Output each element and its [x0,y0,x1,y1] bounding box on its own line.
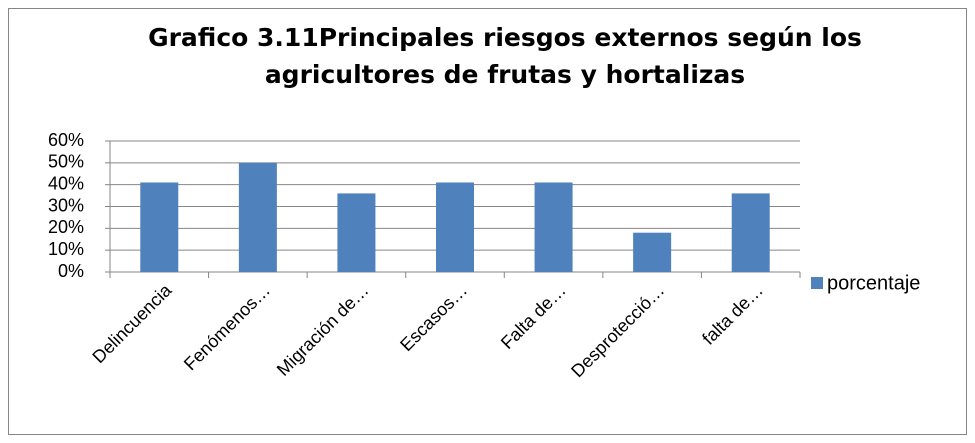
y-tick-label: 60% [48,130,84,150]
bar [337,193,376,272]
bar [633,232,672,272]
y-tick-label: 10% [48,239,84,259]
y-tick-label: 50% [48,152,84,172]
bar [731,193,770,272]
bar [140,182,179,272]
y-tick-label: 30% [48,195,84,215]
bar [238,162,277,272]
y-tick-label: 40% [48,173,84,193]
y-tick-label: 20% [48,217,84,237]
chart-title: agricultores de frutas y hortalizas [265,60,745,89]
legend-label: porcentaje [827,272,920,294]
bar [534,182,573,272]
legend-swatch [811,277,823,289]
bar [436,182,474,272]
chart-title: Grafico 3.11Principales riesgos externos… [148,23,862,52]
y-tick-label: 0% [58,261,84,281]
